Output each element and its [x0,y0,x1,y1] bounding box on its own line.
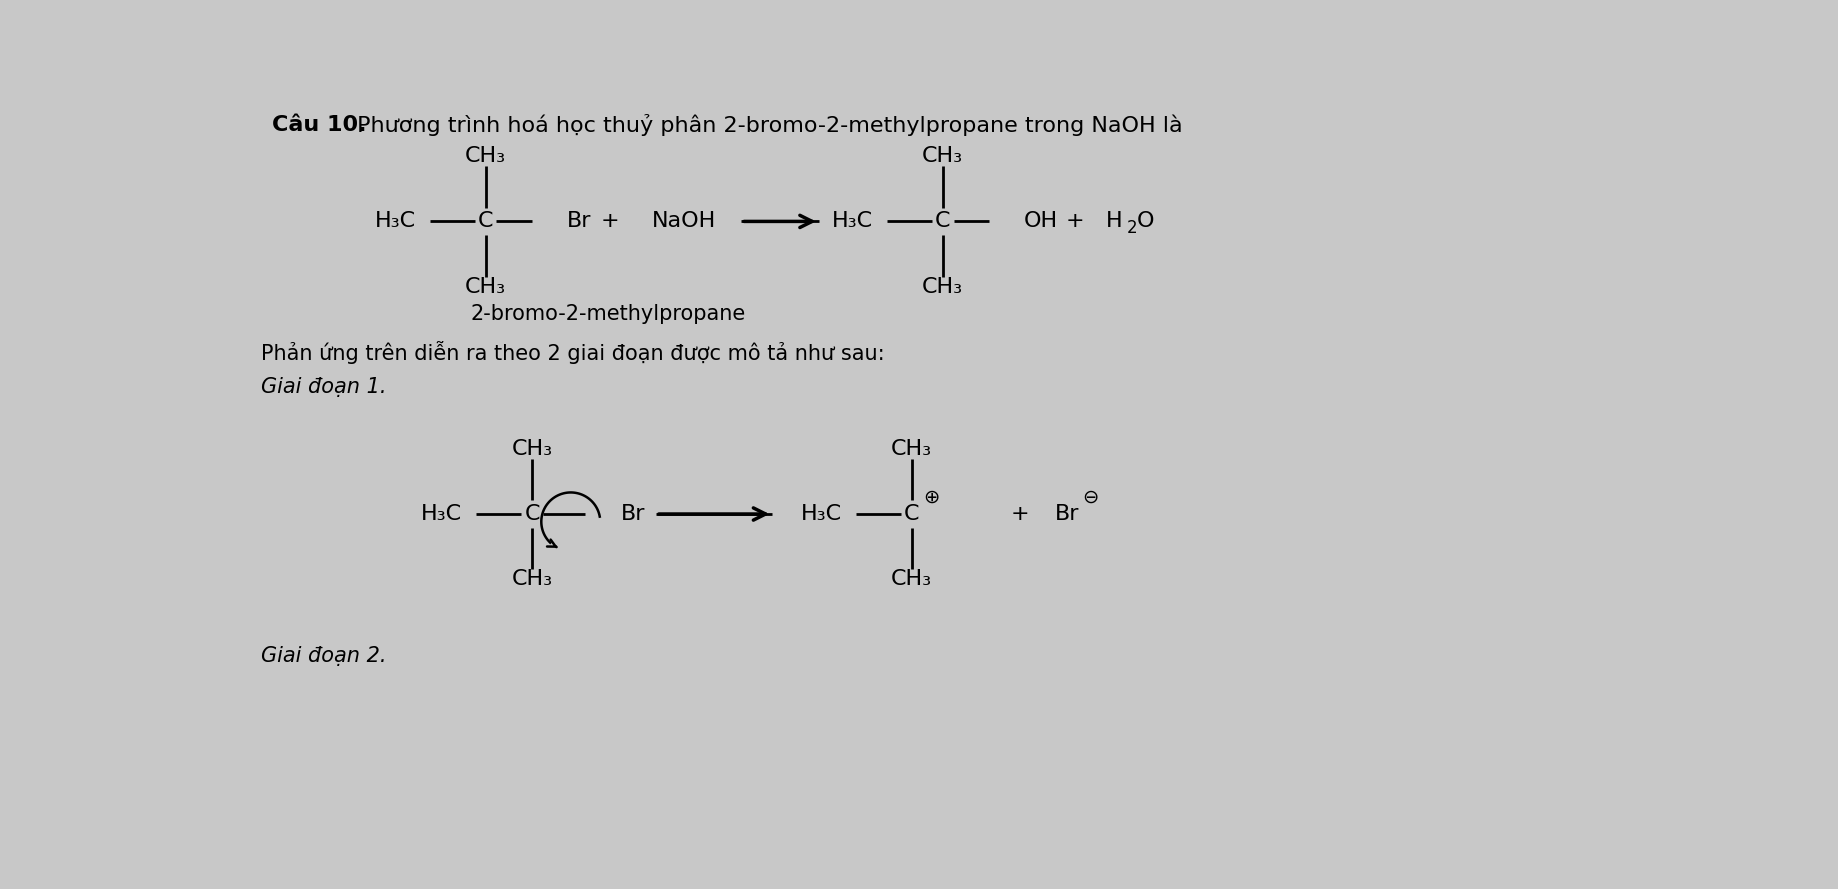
Text: C: C [478,212,493,231]
Text: Phản ứng trên diễn ra theo 2 giai đoạn được mô tả như sau:: Phản ứng trên diễn ra theo 2 giai đoạn đ… [261,340,884,364]
Text: C: C [524,504,540,524]
Text: H₃C: H₃C [421,504,461,524]
Text: 2: 2 [1127,219,1138,236]
Text: H: H [1105,212,1123,231]
Text: Br: Br [621,504,645,524]
Text: OH: OH [1024,212,1059,231]
Text: +: + [1011,504,1029,524]
Text: H₃C: H₃C [833,212,873,231]
Text: CH₃: CH₃ [511,570,553,589]
Text: C: C [904,504,919,524]
Text: NaOH: NaOH [652,212,717,231]
Text: Câu 10.: Câu 10. [272,116,368,135]
Text: 2-bromo-2-methylpropane: 2-bromo-2-methylpropane [471,304,744,324]
Text: ⊖: ⊖ [1083,487,1099,507]
Text: O: O [1136,212,1154,231]
Text: ⊕: ⊕ [923,487,939,507]
Text: H₃C: H₃C [801,504,842,524]
Text: Br: Br [1055,504,1079,524]
Text: C: C [936,212,950,231]
Text: CH₃: CH₃ [923,276,963,297]
Text: Giai đoạn 2.: Giai đoạn 2. [261,646,386,667]
Text: +: + [1066,212,1084,231]
Text: CH₃: CH₃ [891,570,932,589]
Text: CH₃: CH₃ [465,276,505,297]
Text: CH₃: CH₃ [891,438,932,459]
Text: CH₃: CH₃ [465,146,505,166]
Text: Giai đoạn 1.: Giai đoạn 1. [261,377,386,397]
Text: CH₃: CH₃ [511,438,553,459]
Text: CH₃: CH₃ [923,146,963,166]
Text: Phương trình hoá học thuỷ phân 2-bromo-2-methylpropane trong NaOH là: Phương trình hoá học thuỷ phân 2-bromo-2… [349,114,1182,136]
Text: +: + [601,212,619,231]
Text: H₃C: H₃C [375,212,415,231]
Text: Br: Br [566,212,592,231]
